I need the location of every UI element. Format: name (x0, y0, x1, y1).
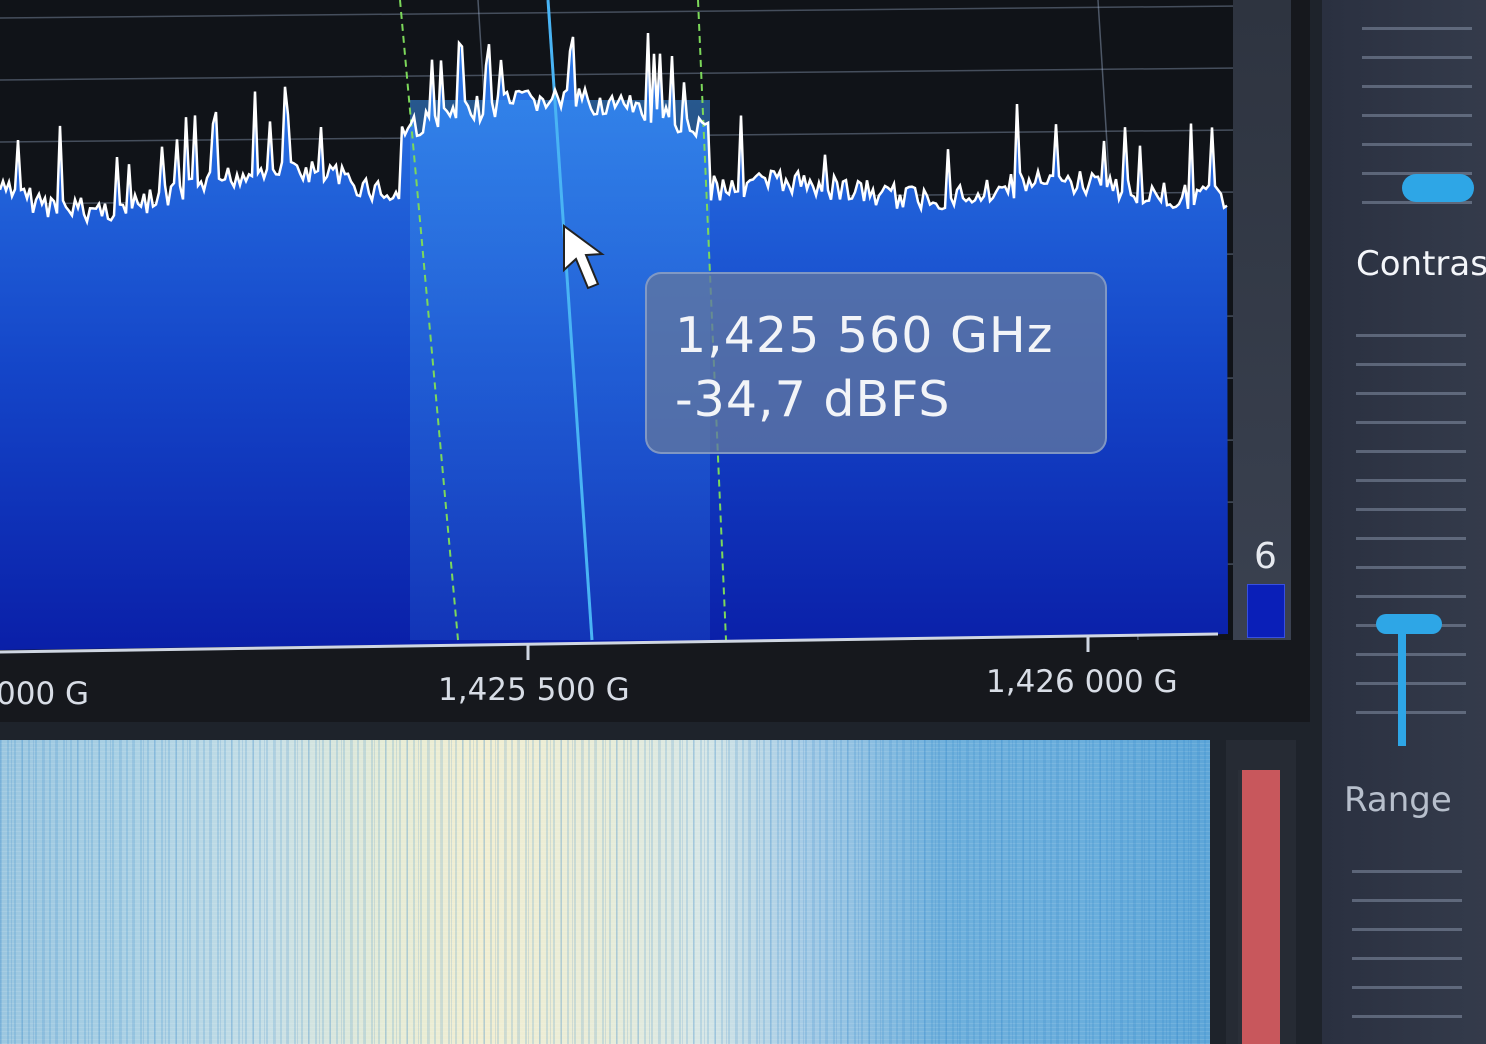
grid-line-horizontal (0, 5, 1241, 19)
filter-edge-right[interactable] (697, 0, 727, 641)
contrast-label: Contras (1356, 244, 1486, 284)
waterfall-display[interactable] (0, 740, 1210, 1044)
tooltip-level: -34,7 dBFS (675, 371, 951, 428)
axis-label-1425500: 1,425 500 G (438, 672, 630, 708)
tuning-center-line[interactable] (546, 0, 594, 641)
level-meter-track (1233, 0, 1291, 640)
lower-slider-track[interactable] (1352, 850, 1462, 1044)
range-label: Range (1344, 780, 1452, 820)
waterfall-level-bar (1238, 770, 1280, 1044)
axis-label-1426000: 1,426 000 G (986, 664, 1178, 700)
range-slider-stem (1398, 630, 1406, 746)
grid-line-horizontal (0, 67, 1241, 81)
axis-label-left: 000 G (0, 676, 90, 712)
contrast-slider-handle[interactable] (1402, 174, 1474, 202)
level-meter-bar (1247, 584, 1285, 638)
frequency-tooltip: 1,425 560 GHz -34,7 dBFS (645, 272, 1107, 454)
mouse-pointer-icon (563, 224, 605, 290)
axis-baseline (0, 632, 1219, 654)
range-slider-track[interactable] (1356, 320, 1466, 740)
spectrum-display[interactable]: 000 G 1,425 500 G 1,426 000 G 1,425 560 … (0, 0, 1310, 722)
tooltip-frequency: 1,425 560 GHz (675, 307, 1054, 364)
waterfall-texture (0, 740, 1210, 1044)
level-meter-value: 6 (1254, 536, 1277, 577)
spectrum-trace (0, 32, 1228, 226)
range-slider-handle[interactable] (1376, 614, 1442, 634)
